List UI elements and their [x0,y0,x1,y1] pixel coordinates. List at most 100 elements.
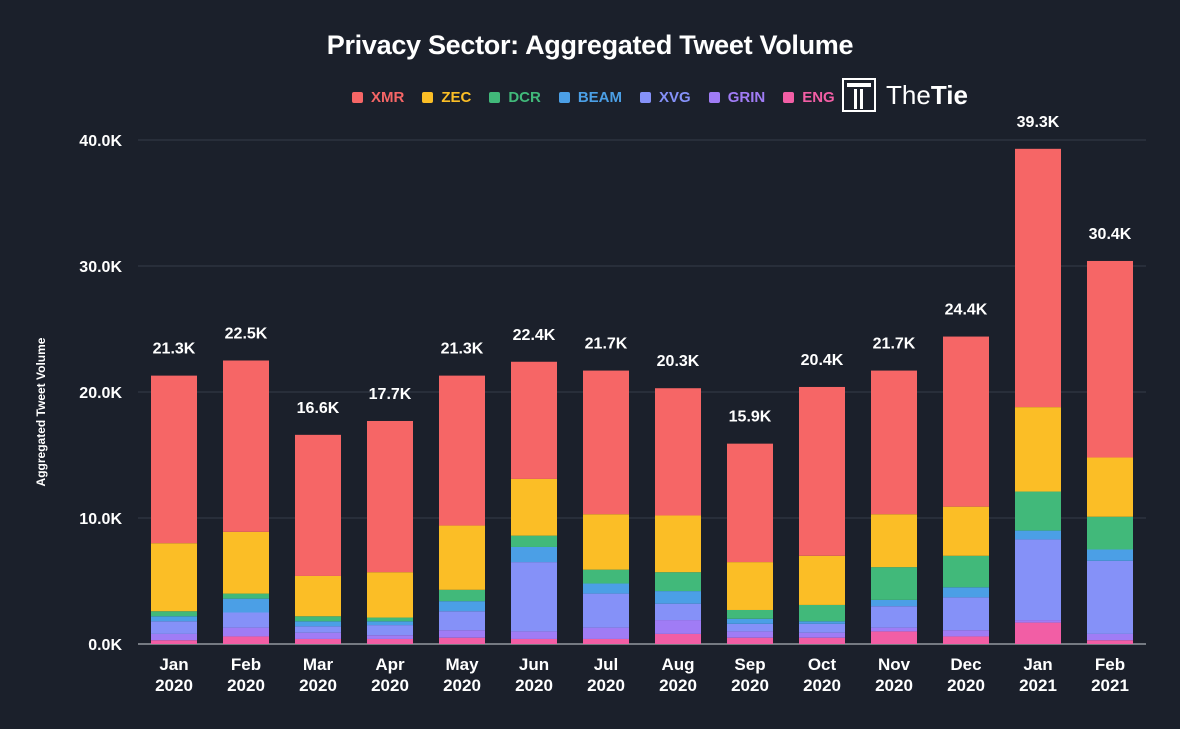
legend-item-xmr[interactable]: XMR [352,89,404,106]
legend-label: ZEC [441,88,472,106]
bar-segment-dcr [655,572,701,592]
x-tick-label-month: May [445,655,479,674]
bar-segment-xvg [727,623,773,632]
bar-segment-zec [295,575,341,617]
bar-total-label: 20.3K [657,353,700,370]
bar-segment-xvg [871,606,917,628]
bar-segment-xmr [727,443,773,563]
bar-segment-zec [1015,407,1061,492]
bar-segment-grin [943,630,989,637]
x-tick-label-year: 2020 [299,676,337,695]
x-tick-label-month: Jan [1023,655,1052,674]
bar-segment-xmr [1015,148,1061,408]
x-tick-label-year: 2020 [875,676,913,695]
x-tick-label-month: Dec [950,655,981,674]
bar-segment-zec [727,562,773,610]
x-tick-label-month: Mar [303,655,334,674]
x-tick-label-year: 2020 [587,676,625,695]
x-tick-label-month: Feb [1095,655,1125,674]
bar-total-label: 16.6K [297,400,340,417]
bar-segment-dcr [511,535,557,547]
bar-segment-xvg [655,603,701,621]
bar-segment-beam [439,601,485,612]
legend-item-eng[interactable]: ENG [783,89,835,106]
bar-segment-eng [295,638,341,644]
bar-segment-xvg [511,562,557,632]
bar-segment-dcr [151,611,197,617]
bar-segment-eng [439,637,485,644]
legend-item-xvg[interactable]: XVG [640,89,691,106]
bar-segment-zec [871,514,917,568]
bar-segment-xvg [151,621,197,634]
bar-segment-eng [223,636,269,644]
bar-segment-xmr [799,386,845,556]
bar-total-label: 24.4K [945,302,988,319]
bar-segment-dcr [295,616,341,622]
bar-segment-eng [799,637,845,644]
bar-segment-beam [1015,530,1061,540]
x-tick-label-month: Jul [594,655,619,674]
bar-segment-grin [367,635,413,639]
legend-swatch [558,91,570,103]
bar-segment-eng [655,633,701,644]
x-tick-label-year: 2020 [731,676,769,695]
x-tick-label-year: 2021 [1091,676,1129,695]
bar-segment-xmr [871,370,917,515]
x-tick-label-year: 2020 [155,676,193,695]
bar-segment-zec [655,515,701,573]
chart-title: Privacy Sector: Aggregated Tweet Volume [326,30,854,60]
bar-segment-eng [871,631,917,644]
bar-segment-xvg [799,623,845,633]
x-tick-label-month: Jan [159,655,188,674]
bar-segment-grin [799,632,845,638]
bar-segment-xmr [943,336,989,507]
y-tick-label: 0.0K [88,637,122,654]
bar-segment-dcr [439,589,485,602]
legend-item-zec[interactable]: ZEC [422,89,471,106]
bar-segment-zec [1087,457,1133,517]
bar-segment-xmr [1087,260,1133,458]
legend-label: XMR [371,88,405,106]
bar-segment-dcr [943,555,989,588]
bar-total-label: 21.3K [441,341,484,358]
bar-segment-eng [1015,622,1061,644]
bar-segment-beam [367,621,413,626]
bar-total-label: 22.4K [513,327,556,344]
legend: XMR ZEC DCR BEAM XVG GRIN ENG [352,86,853,108]
legend-swatch [708,91,720,103]
bar-segment-dcr [583,569,629,584]
bar-segment-beam [871,599,917,607]
bar-segment-xmr [151,375,197,544]
x-tick-label-year: 2020 [371,676,409,695]
bar-segment-eng [367,638,413,644]
x-tick-label-month: Apr [375,655,405,674]
bar-segment-beam [799,621,845,624]
bar-segment-zec [511,478,557,536]
bar-segment-xmr [583,370,629,515]
bar-segment-dcr [871,567,917,600]
bar-segment-beam [1087,549,1133,561]
bar-segment-xvg [943,597,989,631]
bar-total-label: 39.3K [1017,114,1060,131]
bar-segment-dcr [799,604,845,622]
bar-total-label: 20.4K [801,352,844,369]
bar-segment-eng [727,637,773,644]
legend-item-beam[interactable]: BEAM [558,89,622,106]
bar-segment-xvg [295,626,341,633]
bar-segment-grin [295,632,341,639]
legend-item-grin[interactable]: GRIN [708,89,765,106]
bar-segment-grin [1015,620,1061,623]
legend-item-dcr[interactable]: DCR [489,89,541,106]
legend-swatch [640,91,652,103]
legend-swatch [489,91,501,103]
bar-segment-beam [655,591,701,604]
y-tick-label: 20.0K [79,385,122,402]
bar-segment-beam [295,621,341,627]
x-tick-label-year: 2021 [1019,676,1057,695]
bar-segment-beam [511,546,557,563]
legend-label: XVG [659,88,691,106]
x-tick-label-year: 2020 [443,676,481,695]
x-tick-label-year: 2020 [803,676,841,695]
bar-segment-grin [439,630,485,638]
